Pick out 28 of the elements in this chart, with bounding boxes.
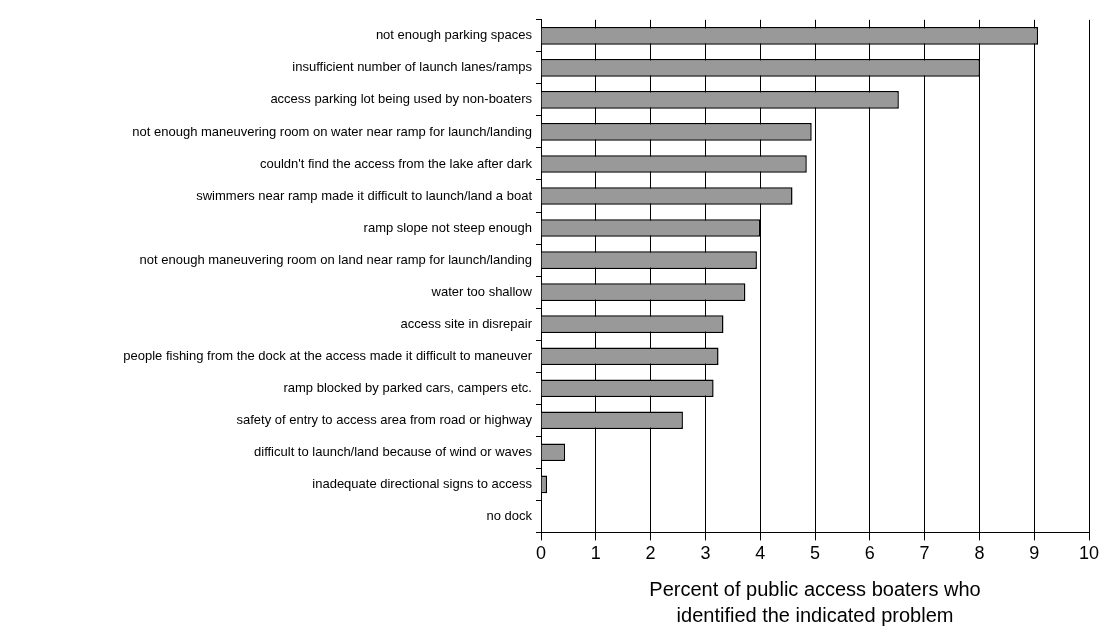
x-tick-label: 0 (535, 543, 547, 564)
y-tick-label: ramp slope not steep enough (363, 219, 532, 235)
y-tick-label: access parking lot being used by non-boaters (270, 91, 533, 107)
y-tick-label: people fishing from the dock at the access made it difficult to maneuver (123, 347, 533, 363)
x-tick-label: 3 (700, 543, 711, 564)
x-tick-label: 9 (1029, 543, 1040, 564)
y-tick-label: no dock (486, 507, 533, 523)
y-tick-label: access site in disrepair (400, 315, 533, 331)
x-tick-label: 1 (590, 543, 601, 564)
x-tick-label: 7 (919, 543, 930, 564)
y-tick-label: swimmers near ramp made it difficult to launch/land a boat (196, 187, 533, 203)
y-tick-label: safety of entry to access area from road or highway (236, 411, 533, 427)
y-tick-label: couldn't find the access from the lake after dark (259, 155, 533, 171)
y-tick-label: not enough maneuvering room on water near ramp for launch/landing (132, 123, 532, 139)
x-tick-label: 4 (755, 543, 766, 564)
x-tick-label: 5 (809, 543, 821, 564)
x-tick-label: 8 (974, 543, 985, 564)
y-tick-label: not enough parking spaces (375, 27, 533, 43)
x-tick-label: 10 (1078, 543, 1100, 564)
y-tick-label: ramp blocked by parked cars, campers etc. (283, 379, 532, 395)
y-tick-label: insufficient number of launch lanes/ramps (292, 59, 533, 75)
x-axis-title: Percent of public access boaters who identified the indicated problem (648, 577, 982, 628)
y-tick-label: not enough maneuvering room on land near ramp for launch/landing (139, 251, 532, 267)
x-tick-label: 2 (645, 543, 656, 564)
x-tick-label: 6 (864, 543, 875, 564)
y-tick-label: difficult to launch/land because of wind or waves (254, 443, 533, 459)
y-tick-label: water too shallow (430, 283, 533, 299)
y-tick-label: inadequate directional signs to access (312, 475, 533, 491)
